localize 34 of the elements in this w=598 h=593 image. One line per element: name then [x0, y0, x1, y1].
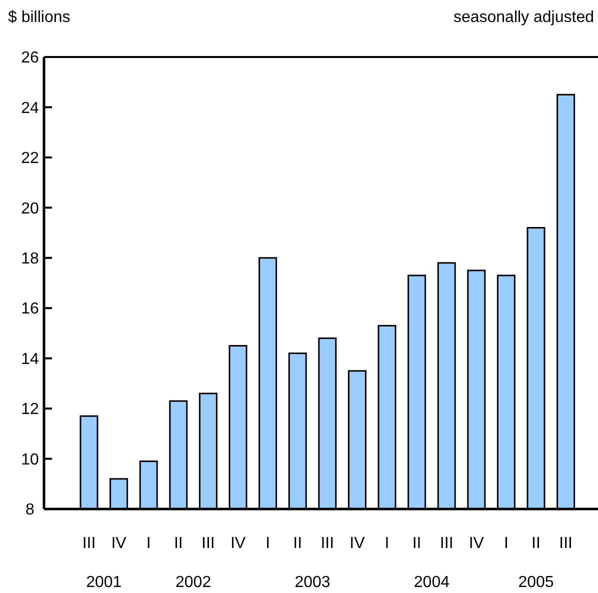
y-tick-label: 24 [21, 100, 39, 117]
y-tick-label: 22 [21, 150, 39, 168]
x-tick-label: III [82, 535, 96, 552]
y-tick-label: 10 [21, 451, 39, 468]
y-tick-label: 18 [21, 250, 39, 268]
y-tick-label: 12 [21, 401, 39, 418]
x-tick-label: III [320, 535, 334, 552]
x-tick-label: III [440, 535, 454, 552]
x-tick-label: IV [111, 535, 127, 552]
y-tick-label: 8 [26, 502, 35, 519]
y-tick-label: 16 [21, 300, 39, 318]
text: 2005 [518, 574, 554, 591]
x-tick-label: II [412, 535, 422, 552]
x-tick-label: III [559, 535, 572, 552]
y-axis-title: $ billions [8, 9, 70, 26]
x-tick-label: I [266, 535, 270, 552]
text: 2002 [176, 574, 212, 591]
x-tick-label: III [202, 535, 215, 552]
x-tick-label: I [146, 535, 151, 552]
text: 2003 [294, 574, 330, 591]
x-tick-label: IV [350, 535, 366, 552]
y-tick-label: 20 [21, 200, 39, 218]
x-tick-label: II [293, 535, 302, 552]
text: 2004 [414, 574, 450, 591]
text: 2001 [86, 574, 122, 591]
chart-subtitle: seasonally adjusted [453, 9, 594, 26]
y-tick-label: 14 [21, 350, 39, 368]
x-tick-label: I [384, 535, 390, 552]
x-tick-label: II [532, 535, 540, 552]
x-tick-label: IV [230, 535, 246, 552]
x-tick-label: I [504, 535, 508, 552]
x-tick-label: IV [468, 535, 484, 552]
y-tick-label: 26 [21, 50, 39, 67]
x-tick-label: II [174, 535, 183, 552]
